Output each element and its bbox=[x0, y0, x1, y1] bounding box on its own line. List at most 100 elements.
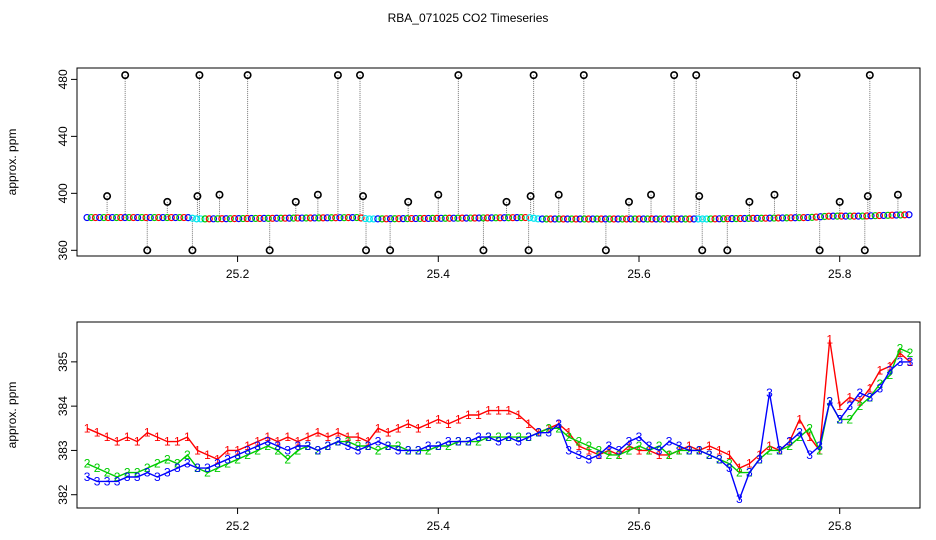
series-3-point: 3 bbox=[325, 439, 332, 453]
baseline-point bbox=[686, 215, 694, 223]
baseline-point bbox=[247, 214, 256, 223]
series-1-point: 1 bbox=[606, 443, 613, 457]
x-tick-label: 25.4 bbox=[427, 267, 451, 281]
series-3-point: 3 bbox=[174, 461, 181, 475]
baseline-point bbox=[83, 213, 91, 222]
baseline-point bbox=[766, 214, 774, 222]
baseline-point bbox=[323, 214, 331, 222]
series-1-point: 1 bbox=[856, 395, 863, 409]
outlier-point bbox=[386, 246, 395, 255]
baseline-point bbox=[707, 215, 715, 223]
baseline-point bbox=[327, 214, 336, 222]
outlier-point bbox=[359, 192, 368, 201]
baseline-point bbox=[171, 213, 180, 222]
baseline-point bbox=[96, 213, 104, 222]
series-2-point: 2 bbox=[636, 439, 643, 453]
series-2-point: 2 bbox=[856, 399, 863, 413]
baseline-point bbox=[311, 214, 319, 222]
baseline-point bbox=[155, 213, 163, 222]
series-3-point: 3 bbox=[846, 399, 853, 413]
x-tick-label: 25.6 bbox=[627, 267, 651, 281]
series-2-point: 2 bbox=[606, 448, 613, 462]
series-2-point: 2 bbox=[184, 448, 191, 462]
baseline-point bbox=[429, 214, 437, 222]
series-3-point: 3 bbox=[415, 443, 422, 457]
baseline-point bbox=[378, 215, 386, 223]
series-2-point: 2 bbox=[555, 421, 562, 435]
baseline-point bbox=[319, 214, 327, 222]
baseline-point bbox=[268, 214, 277, 222]
series-1-point: 1 bbox=[575, 439, 582, 453]
baseline-point bbox=[799, 214, 808, 222]
baseline-point bbox=[340, 214, 348, 222]
x-tick-label: 25.8 bbox=[828, 267, 852, 281]
series-2-point: 2 bbox=[174, 457, 181, 471]
outlier-point bbox=[860, 246, 869, 255]
baseline-point bbox=[315, 214, 323, 222]
outlier-point bbox=[770, 190, 779, 199]
baseline-point bbox=[433, 214, 441, 222]
baseline-point bbox=[513, 214, 521, 222]
series-1-point: 1 bbox=[806, 430, 813, 444]
baseline-point bbox=[264, 214, 272, 222]
baseline-point bbox=[214, 215, 222, 223]
series-2-point: 2 bbox=[877, 377, 884, 391]
series-1-point: 1 bbox=[515, 408, 522, 422]
outlier-point bbox=[215, 190, 224, 199]
outlier-point bbox=[692, 71, 701, 80]
series-1-point: 1 bbox=[836, 399, 843, 413]
series-3-point: 3 bbox=[144, 466, 151, 480]
series-3-point: 3 bbox=[796, 426, 803, 440]
baseline-point bbox=[871, 212, 879, 220]
y-tick-label: 400 bbox=[56, 183, 70, 203]
plot-frame bbox=[76, 321, 921, 509]
series-1-point: 1 bbox=[315, 426, 322, 440]
series-3-point: 3 bbox=[575, 448, 582, 462]
series-1-point: 1 bbox=[465, 408, 472, 422]
series-3-point: 3 bbox=[224, 452, 231, 466]
outlier-point bbox=[121, 71, 130, 80]
baseline-point bbox=[854, 212, 862, 220]
series-1-point: 1 bbox=[345, 430, 352, 444]
baseline-point bbox=[774, 214, 782, 222]
baseline-point bbox=[589, 215, 597, 223]
baseline-point bbox=[698, 215, 707, 223]
series-2-point: 2 bbox=[907, 346, 914, 360]
outlier-point bbox=[163, 197, 172, 206]
series-1-point: 1 bbox=[897, 346, 904, 360]
baseline-point bbox=[901, 211, 909, 219]
series-1-point: 1 bbox=[294, 435, 301, 449]
baseline-point bbox=[395, 215, 403, 223]
baseline-point bbox=[475, 214, 483, 222]
baseline-point bbox=[117, 213, 125, 222]
y-axis-label: approx. ppm bbox=[5, 382, 19, 449]
baseline-point bbox=[690, 215, 698, 223]
baseline-point bbox=[112, 213, 121, 222]
baseline-point bbox=[285, 214, 293, 222]
series-3-point: 3 bbox=[154, 470, 161, 484]
series-3-point: 3 bbox=[345, 439, 352, 453]
series-3-point: 3 bbox=[676, 439, 683, 453]
baseline-point bbox=[445, 214, 454, 222]
baseline-point bbox=[121, 213, 129, 222]
series-3-point: 3 bbox=[877, 381, 884, 395]
series-1-point: 1 bbox=[405, 417, 412, 431]
series-3-point: 3 bbox=[816, 439, 823, 453]
series-3-line bbox=[86, 361, 910, 502]
series-3-point: 3 bbox=[897, 355, 904, 369]
series-2-point: 2 bbox=[676, 443, 683, 457]
baseline-point bbox=[235, 215, 243, 223]
series-3-point: 3 bbox=[465, 435, 472, 449]
outlier-point bbox=[291, 197, 300, 206]
baseline-point bbox=[125, 213, 133, 222]
series-3-point: 3 bbox=[666, 435, 673, 449]
baseline-point bbox=[884, 211, 892, 219]
baseline-point bbox=[348, 213, 357, 222]
baseline-point bbox=[745, 214, 753, 223]
baseline-point bbox=[711, 215, 719, 223]
series-1-point: 1 bbox=[485, 404, 492, 418]
series-3-point: 3 bbox=[335, 435, 342, 449]
baseline-point bbox=[386, 215, 395, 223]
series-2-point: 2 bbox=[726, 457, 733, 471]
baseline-point bbox=[563, 215, 572, 223]
